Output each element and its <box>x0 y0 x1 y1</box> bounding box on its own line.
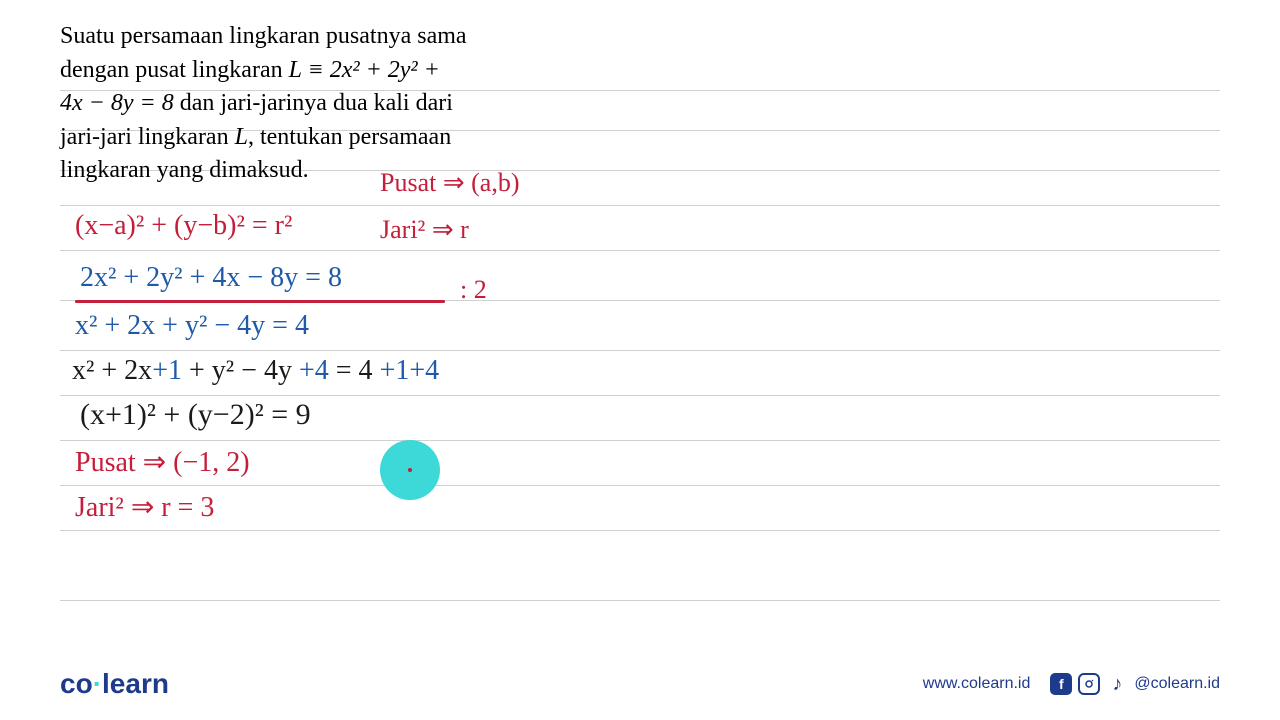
result-pusat: Pusat ⇒ (−1, 2) <box>75 445 250 479</box>
footer-right: www.colearn.id f ♪ @colearn.id <box>923 673 1220 695</box>
cyan-highlight-dot <box>380 440 440 500</box>
ruled-line <box>60 485 1220 486</box>
footer: co·learn www.colearn.id f ♪ @colearn.id <box>0 668 1280 700</box>
instagram-icon <box>1078 673 1100 695</box>
step-1-divide: : 2 <box>460 275 487 305</box>
ruled-line <box>60 600 1220 601</box>
red-underline <box>75 300 445 303</box>
ruled-line <box>60 350 1220 351</box>
problem-line-1: Suatu persamaan lingkaran pusatnya sama <box>60 20 580 54</box>
problem-line-4: jari-jari lingkaran L, tentukan persamaa… <box>60 121 580 155</box>
ruled-line <box>60 395 1220 396</box>
social-handle: @colearn.id <box>1134 675 1220 693</box>
step-4: (x+1)² + (y−2)² = 9 <box>80 398 311 432</box>
ruled-line <box>60 205 1220 206</box>
annotation-pusat-label: Pusat ⇒ (a,b) <box>380 168 519 198</box>
tiktok-icon: ♪ <box>1106 673 1128 695</box>
annotation-jari-label: Jari² ⇒ r <box>380 215 469 245</box>
problem-line-3: 4x − 8y = 8 dan jari-jarinya dua kali da… <box>60 87 580 121</box>
ruled-line <box>60 250 1220 251</box>
problem-line-2: dengan pusat lingkaran L ≡ 2x² + 2y² + <box>60 54 580 88</box>
step-3: x² + 2x+1 + y² − 4y +4 = 4 +1+4 <box>72 355 439 387</box>
annotation-circle-formula: (x−a)² + (y−b)² = r² <box>75 210 292 242</box>
step-1: 2x² + 2y² + 4x − 8y = 8 <box>80 262 342 294</box>
social-icons: f ♪ @colearn.id <box>1050 673 1220 695</box>
facebook-icon: f <box>1050 673 1072 695</box>
page-content: Suatu persamaan lingkaran pusatnya sama … <box>0 0 1280 188</box>
result-jari: Jari² ⇒ r = 3 <box>75 490 214 524</box>
ruled-line <box>60 440 1220 441</box>
ruled-line <box>60 530 1220 531</box>
footer-url: www.colearn.id <box>923 675 1031 693</box>
step-2: x² + 2x + y² − 4y = 4 <box>75 310 309 342</box>
problem-statement: Suatu persamaan lingkaran pusatnya sama … <box>60 20 580 188</box>
colearn-logo: co·learn <box>60 668 169 700</box>
